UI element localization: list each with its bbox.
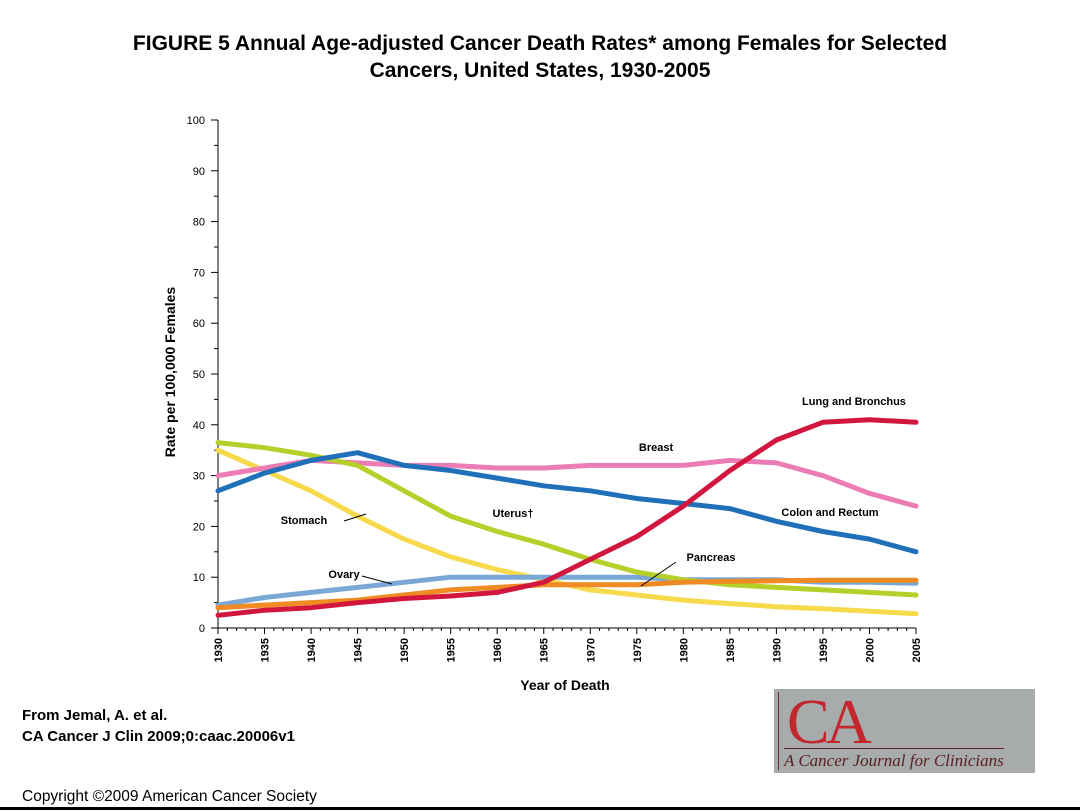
series-label-lung-and-bronchus: Lung and Bronchus [802, 396, 906, 408]
x-tick-label: 1930 [213, 638, 225, 662]
figure-title-line1: FIGURE 5 Annual Age-adjusted Cancer Deat… [132, 32, 948, 55]
series-line-pancreas [215, 577, 919, 611]
citation-journal: CA Cancer J Clin 2009;0:caac.20006v1 [22, 728, 295, 745]
x-tick-label: 1945 [353, 638, 365, 662]
y-axis-label: Rate per 100,000 Females [162, 287, 178, 458]
series-label-uterus: Uterus† [493, 508, 534, 520]
series-label-ovary: Ovary [328, 569, 360, 581]
x-tick-label: 1965 [539, 638, 551, 662]
leader-line-ovary [361, 575, 393, 585]
series-label-pancreas: Pancreas [687, 552, 736, 564]
series-label-breast: Breast [639, 442, 674, 454]
series-label-colon-and-rectum: Colon and Rectum [781, 507, 878, 519]
x-tick-label: 1990 [771, 638, 783, 662]
series-line-lung-and-bronchus [215, 417, 919, 618]
y-tick-label: 50 [193, 369, 205, 381]
y-tick-label: 70 [193, 267, 205, 279]
x-tick-label: 1985 [725, 638, 737, 662]
y-tick-label: 80 [193, 217, 205, 229]
series-line-uterus [215, 440, 919, 598]
y-tick-label: 90 [193, 166, 205, 178]
y-tick-label: 20 [193, 521, 205, 533]
x-tick-label: 2005 [911, 638, 923, 662]
leader-line-pancreas [640, 561, 677, 587]
journal-logo: CA A Cancer Journal for Clinicians [774, 689, 1035, 773]
x-tick-label: 1970 [585, 638, 597, 662]
figure-title: FIGURE 5 Annual Age-adjusted Cancer Deat… [0, 30, 1080, 84]
x-tick-label: 1940 [306, 638, 318, 662]
leader-line-stomach [343, 513, 367, 522]
logo-mark: CA [787, 686, 872, 757]
series-label-stomach: Stomach [281, 515, 328, 527]
x-axis-label: Year of Death [520, 677, 609, 693]
x-tick-label: 1995 [818, 638, 830, 662]
x-tick-label: 1950 [399, 638, 411, 662]
copyright-notice: Copyright ©2009 American Cancer Society [22, 788, 317, 805]
y-tick-label: 40 [193, 420, 205, 432]
logo-journal-name: A Cancer Journal for Clinicians [784, 748, 1004, 771]
figure-title-line2: Cancers, United States, 1930-2005 [369, 59, 711, 82]
y-tick-label: 60 [193, 318, 205, 330]
x-tick-label: 1955 [446, 638, 458, 662]
x-tick-label: 1960 [492, 638, 504, 662]
y-tick-label: 100 [187, 115, 205, 127]
x-tick-label: 1935 [260, 638, 272, 662]
series-line-colon-and-rectum [215, 450, 919, 555]
y-tick-label: 30 [193, 471, 205, 483]
y-tick-label: 10 [193, 572, 205, 584]
x-tick-label: 1980 [678, 638, 690, 662]
citation: From Jemal, A. et al. CA Cancer J Clin 2… [22, 705, 295, 747]
citation-author: From Jemal, A. et al. [22, 707, 168, 724]
x-tick-label: 2000 [864, 638, 876, 662]
bottom-rule [0, 807, 1080, 810]
y-tick-label: 0 [199, 623, 205, 635]
x-tick-label: 1975 [632, 638, 644, 662]
logo-panel: CA A Cancer Journal for Clinicians [778, 686, 1031, 771]
